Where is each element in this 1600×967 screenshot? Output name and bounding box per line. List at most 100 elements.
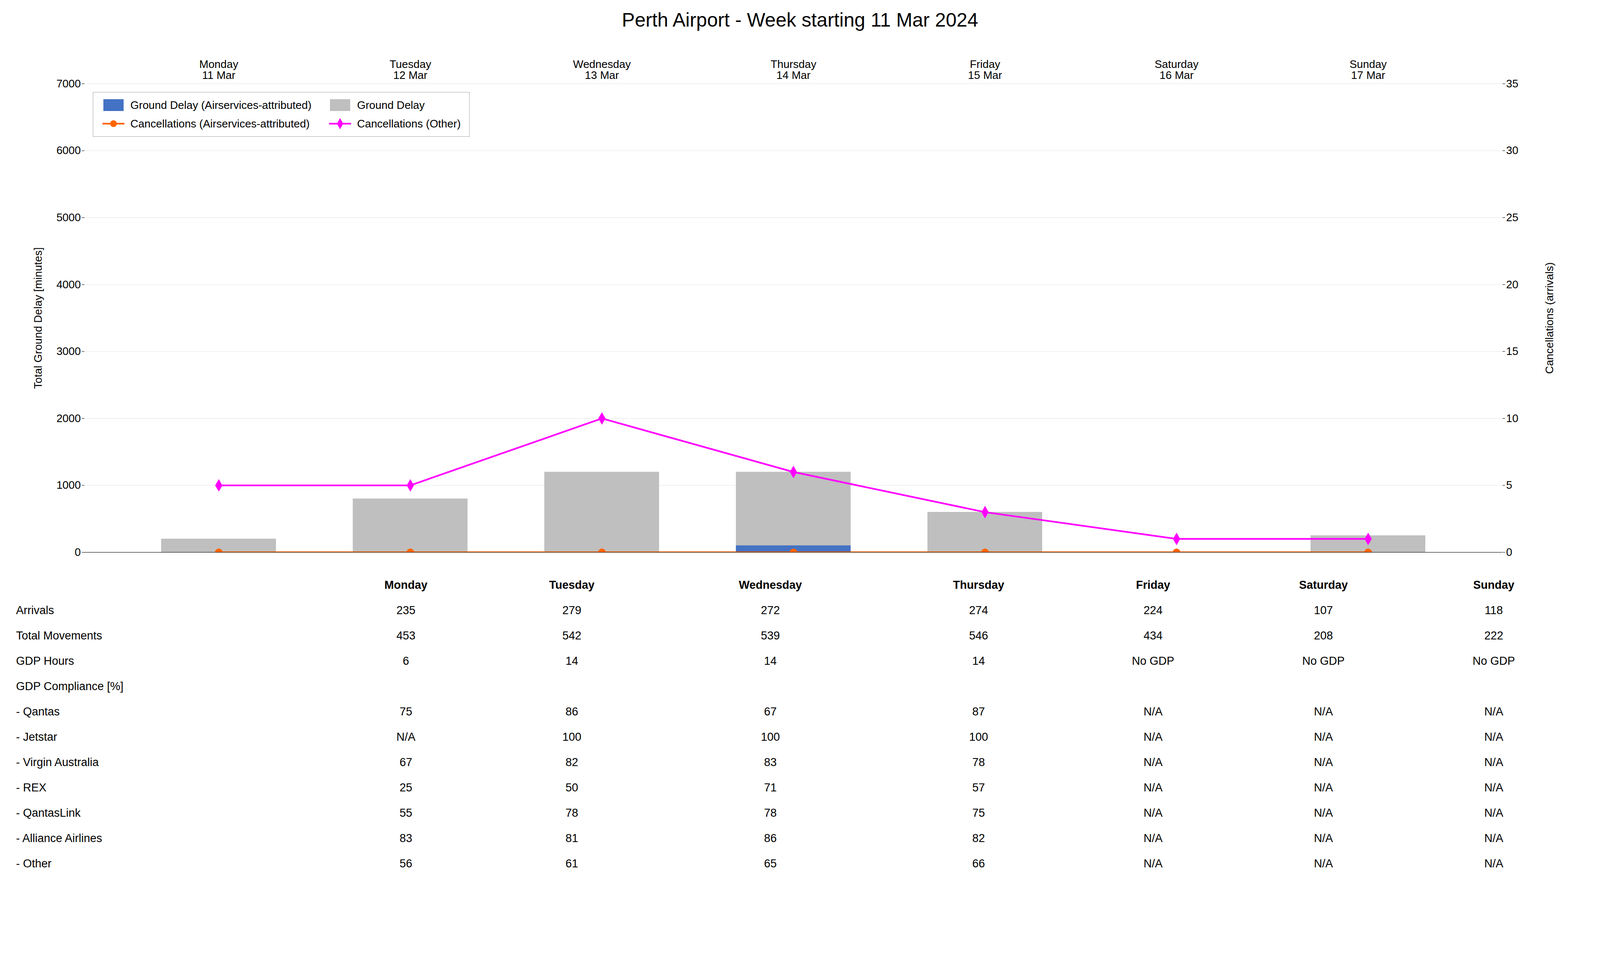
html-text:Thursday: Thursday [952,578,1005,591]
svg-text:Monday11 Mar: Monday11 Mar [199,57,239,82]
html-text:546: 546 [969,628,989,642]
html-text:- Alliance Airlines: - Alliance Airlines [16,831,103,845]
html-text:N/A: N/A [396,730,416,743]
html-text:N/A: N/A [1484,856,1504,870]
html-text:N/A: N/A [1143,730,1163,743]
html-text:100: 100 [562,730,582,743]
html-text:118: 118 [1484,603,1503,617]
html-text:453: 453 [396,628,416,642]
html-text:Ground Delay: Ground Delay [357,98,425,112]
html-text:14: 14 [764,654,777,667]
html-text:N/A: N/A [1313,780,1333,794]
html-text:No GDP: No GDP [1302,654,1345,667]
svg-text:Thursday14 Mar: Thursday14 Mar [770,57,817,82]
html-text:222: 222 [1484,628,1504,642]
html-text:82: 82 [565,755,579,769]
html-text:235: 235 [396,603,416,617]
html-text:No GDP: No GDP [1131,654,1175,667]
html-text:100: 100 [760,730,780,743]
html-text:N/A: N/A [1313,856,1333,870]
svg-text:7000: 7000 [56,77,82,90]
html-text:61: 61 [565,856,579,870]
html-text:83: 83 [399,831,413,845]
html-text:208: 208 [1313,628,1333,642]
html-text:279: 279 [562,603,582,617]
svg-text:2000: 2000 [56,411,82,425]
html-text:434: 434 [1143,628,1163,642]
svg-text:Saturday16 Mar: Saturday16 Mar [1154,57,1199,82]
html-text:Cancellations (Airservices-att: Cancellations (Airservices-attributed) [130,117,310,130]
svg-text:30: 30 [1506,143,1519,157]
svg-text:6000: 6000 [56,143,82,157]
svg-text:3000: 3000 [56,344,82,358]
html-text:N/A: N/A [1484,704,1504,718]
svg-text:35: 35 [1506,77,1519,90]
svg-text:15: 15 [1506,344,1519,358]
html-text:Total Movements: Total Movements [16,628,103,642]
html-text:14: 14 [972,654,985,667]
svg-text:5000: 5000 [56,210,82,224]
html-text:N/A: N/A [1484,831,1504,845]
html-text:Friday: Friday [1135,578,1171,591]
html-text:Ground Delay (Airservices-attr: Ground Delay (Airservices-attributed) [130,98,312,112]
html-text:14: 14 [565,654,579,667]
html-text:N/A: N/A [1313,755,1333,769]
svg-text:4000: 4000 [56,278,82,291]
svg-text:Total Ground Delay [minutes]: Total Ground Delay [minutes] [31,247,45,389]
html-text:Tuesday: Tuesday [549,578,595,591]
html-text:272: 272 [760,603,780,617]
html-text:- REX: - REX [16,780,47,794]
html-text:86: 86 [565,704,579,718]
html-text:N/A: N/A [1484,780,1504,794]
html-text:- Other: - Other [16,856,52,870]
html-text:GDP Hours: GDP Hours [16,654,75,667]
svg-text:Cancellations (arrivals): Cancellations (arrivals) [1543,262,1556,374]
html-text:N/A: N/A [1143,704,1163,718]
html-text:25: 25 [399,780,413,794]
html-text:N/A: N/A [1143,831,1163,845]
html-text:75: 75 [399,704,413,718]
svg-text:25: 25 [1506,210,1519,224]
html-text:GDP Compliance [%]: GDP Compliance [%] [16,679,124,693]
html-text:N/A: N/A [1143,856,1163,870]
svg-text:Wednesday13 Mar: Wednesday13 Mar [572,57,631,82]
html-text:N/A: N/A [1313,704,1333,718]
html-text:N/A: N/A [1313,831,1333,845]
svg-text:1000: 1000 [56,478,82,492]
html-text:Wednesday: Wednesday [738,578,802,591]
html-text:Arrivals: Arrivals [16,603,55,617]
html-text:No GDP: No GDP [1472,654,1515,667]
html-text:- Virgin Australia: - Virgin Australia [16,755,99,769]
html-text:N/A: N/A [1143,780,1163,794]
svg-text:Sunday17 Mar: Sunday17 Mar [1349,57,1387,82]
svg-text:Tuesday12 Mar: Tuesday12 Mar [389,57,432,82]
svg-text:5: 5 [1506,478,1513,492]
html-text:100: 100 [969,730,989,743]
html-text:- Qantas: - Qantas [16,704,60,718]
svg-text:10: 10 [1506,411,1519,425]
html-text:50: 50 [565,780,579,794]
html-text:56: 56 [399,856,413,870]
svg-text:20: 20 [1506,278,1519,291]
html-text:N/A: N/A [1143,755,1163,769]
html-text:81: 81 [565,831,579,845]
html-text:67: 67 [764,704,777,718]
html-text:Sunday: Sunday [1473,578,1515,591]
html-text:107: 107 [1313,603,1333,617]
html-text:- Jetstar: - Jetstar [16,730,58,743]
html-text:67: 67 [399,755,413,769]
svg-text:0: 0 [1506,545,1513,559]
html-text:Saturday: Saturday [1299,578,1348,591]
html-text:Perth Airport - Week starting: Perth Airport - Week starting 11 Mar 202… [621,8,979,31]
html-text:542: 542 [562,628,582,642]
html-text:N/A: N/A [1484,755,1504,769]
html-text:N/A: N/A [1313,730,1333,743]
html-text:Cancellations (Other): Cancellations (Other) [357,117,461,130]
html-text:274: 274 [969,603,989,617]
html-text:Monday: Monday [384,578,428,591]
html-text:87: 87 [972,704,985,718]
html-text:539: 539 [760,628,780,642]
svg-text:0: 0 [74,545,81,559]
html-text:224: 224 [1143,603,1163,617]
svg-text:Friday15 Mar: Friday15 Mar [967,57,1003,82]
